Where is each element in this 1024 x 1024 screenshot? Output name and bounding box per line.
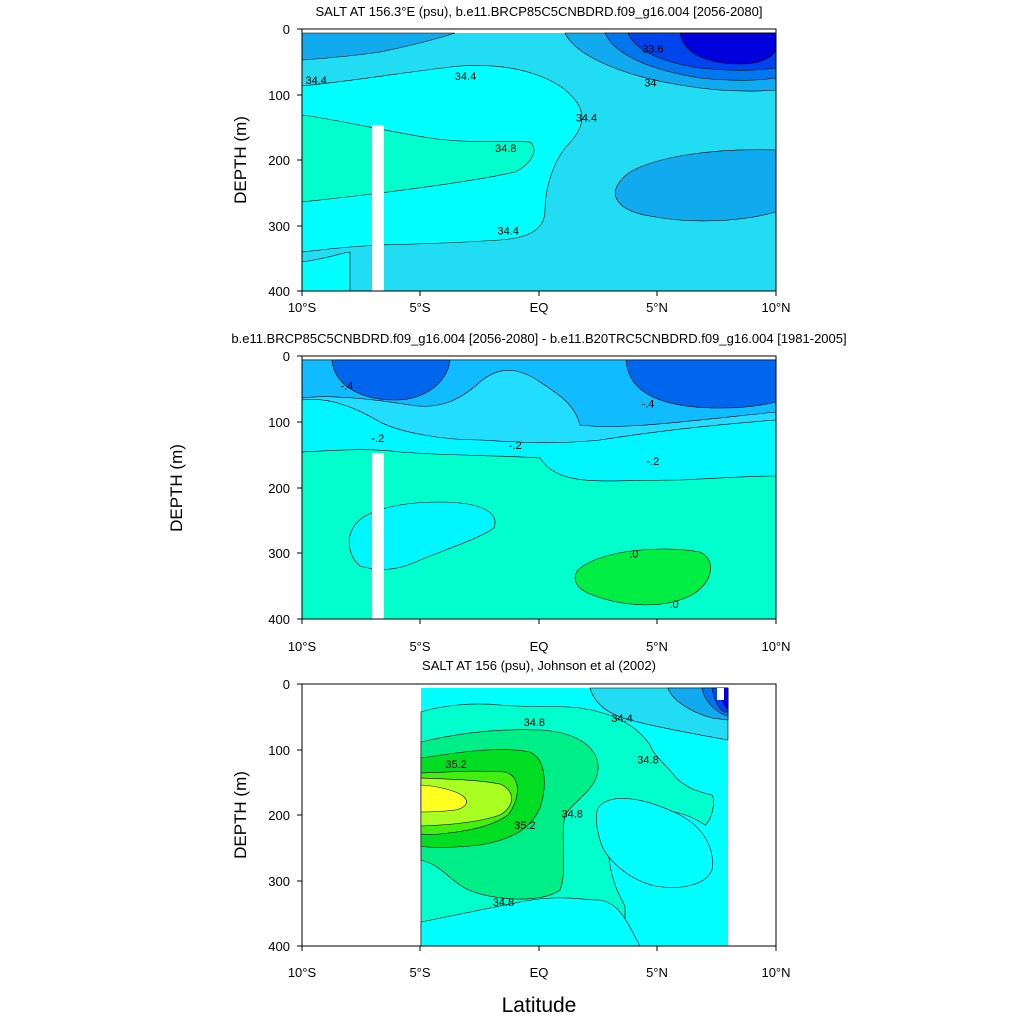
x-ticks: 10°S 5°S EQ 5°N 10°N xyxy=(288,619,791,654)
panel-title: SALT AT 156.3°E (psu), b.e11.BRCP85C5CNB… xyxy=(316,4,763,19)
masked-region xyxy=(717,688,724,700)
contour-label: 34.4 xyxy=(497,226,518,238)
contour-label: 34.8 xyxy=(637,754,658,766)
y-tick-label: 200 xyxy=(268,481,290,496)
y-tick-label: 0 xyxy=(283,677,290,692)
y-tick-label: 200 xyxy=(268,153,290,168)
contour-band xyxy=(302,32,456,61)
contour-labels: -.4 -.2 -.2 -.4 -.2 .0 .0 xyxy=(341,381,679,611)
contour-labels: 34.8 34.4 35.2 34.8 35.2 34.8 34.8 xyxy=(445,713,658,909)
y-axis-label: DEPTH (m) xyxy=(231,116,250,204)
contour-label: -.4 xyxy=(642,398,655,410)
contour-band xyxy=(348,501,496,570)
y-tick-label: 100 xyxy=(268,415,290,430)
x-tick-label: 5°S xyxy=(409,300,430,315)
contour-label: -.2 xyxy=(509,440,522,452)
contour-band xyxy=(331,359,451,401)
x-tick-label: 5°S xyxy=(409,965,430,980)
masked-region xyxy=(372,453,384,619)
y-tick-label: 300 xyxy=(268,874,290,889)
contour-label: 34 xyxy=(644,78,656,90)
x-tick-label: 10°S xyxy=(288,965,317,980)
contour-label: .0 xyxy=(629,548,638,560)
panel-title: SALT AT 156 (psu), Johnson et al (2002) xyxy=(422,658,656,673)
contour-label: 34.4 xyxy=(611,713,632,725)
y-tick-label: 0 xyxy=(283,22,290,37)
contour-band xyxy=(574,548,711,606)
contour-band xyxy=(595,798,713,888)
contour-label: 34.4 xyxy=(576,112,597,124)
y-axis-label: DEPTH (m) xyxy=(231,771,250,859)
y-tick-label: 100 xyxy=(268,743,290,758)
y-tick-label: 400 xyxy=(268,284,290,299)
y-ticks: 0 100 200 300 400 xyxy=(268,22,302,299)
x-ticks: 10°S 5°S EQ 5°N 10°N xyxy=(288,946,791,980)
contour-label: 34.4 xyxy=(305,75,326,87)
contour-label: 33.6 xyxy=(642,44,663,56)
contour-label: .0 xyxy=(670,599,679,611)
contour-label: -.2 xyxy=(371,433,384,445)
y-tick-label: 400 xyxy=(268,939,290,954)
contour-band xyxy=(420,897,641,946)
contour-field xyxy=(302,359,776,619)
x-tick-label: 10°S xyxy=(288,639,317,654)
x-tick-label: 5°N xyxy=(646,965,668,980)
x-ticks: 10°S 5°S EQ 5°N 10°N xyxy=(288,291,791,315)
contour-label: -.4 xyxy=(341,381,354,393)
panel-title: b.e11.BRCP85C5CNBDRD.f09_g16.004 [2056-2… xyxy=(231,331,846,346)
x-tick-label: 10°N xyxy=(761,639,790,654)
x-tick-label: 5°N xyxy=(646,300,668,315)
contour-label: 34.8 xyxy=(495,143,516,155)
contour-band xyxy=(679,32,776,65)
masked-region xyxy=(372,125,384,291)
contour-label: 34.4 xyxy=(455,71,476,83)
y-ticks: 0 100 200 300 400 xyxy=(268,677,302,954)
y-tick-label: 100 xyxy=(268,88,290,103)
contour-label: 34.8 xyxy=(524,717,545,729)
y-tick-label: 0 xyxy=(283,349,290,364)
x-tick-label: 10°N xyxy=(761,300,790,315)
contour-field xyxy=(420,687,729,946)
contour-field xyxy=(302,32,776,291)
y-tick-label: 300 xyxy=(268,546,290,561)
x-axis-label: Latitude xyxy=(502,994,577,1017)
contour-labels: 34.4 34.4 34.8 34.4 34.4 33.6 34 xyxy=(305,44,663,238)
x-tick-label: 10°N xyxy=(761,965,790,980)
y-tick-label: 300 xyxy=(268,219,290,234)
contour-band xyxy=(420,784,467,813)
x-tick-label: EQ xyxy=(530,300,549,315)
x-tick-label: 5°N xyxy=(646,639,668,654)
contour-band xyxy=(625,359,776,409)
x-tick-label: EQ xyxy=(530,965,549,980)
x-tick-label: EQ xyxy=(530,639,549,654)
contour-label: 35.2 xyxy=(514,820,535,832)
contour-label: 34.8 xyxy=(493,897,514,909)
contour-band xyxy=(302,251,351,291)
y-tick-label: 200 xyxy=(268,808,290,823)
contour-label: -.2 xyxy=(646,456,659,468)
contour-label: 35.2 xyxy=(445,759,466,771)
y-axis-label: DEPTH (m) xyxy=(167,444,186,532)
contour-label: 34.8 xyxy=(561,809,582,821)
panel-observed-salinity: SALT AT 156 (psu), Johnson et al (2002) … xyxy=(231,658,791,980)
y-tick-label: 400 xyxy=(268,612,290,627)
y-ticks: 0 100 200 300 400 xyxy=(268,349,302,627)
contour-band xyxy=(614,149,776,222)
x-tick-label: 5°S xyxy=(409,639,430,654)
x-tick-label: 10°S xyxy=(288,300,317,315)
panel-salinity-difference: b.e11.BRCP85C5CNBDRD.f09_g16.004 [2056-2… xyxy=(167,331,847,654)
panel-model-salinity: SALT AT 156.3°E (psu), b.e11.BRCP85C5CNB… xyxy=(231,4,791,315)
